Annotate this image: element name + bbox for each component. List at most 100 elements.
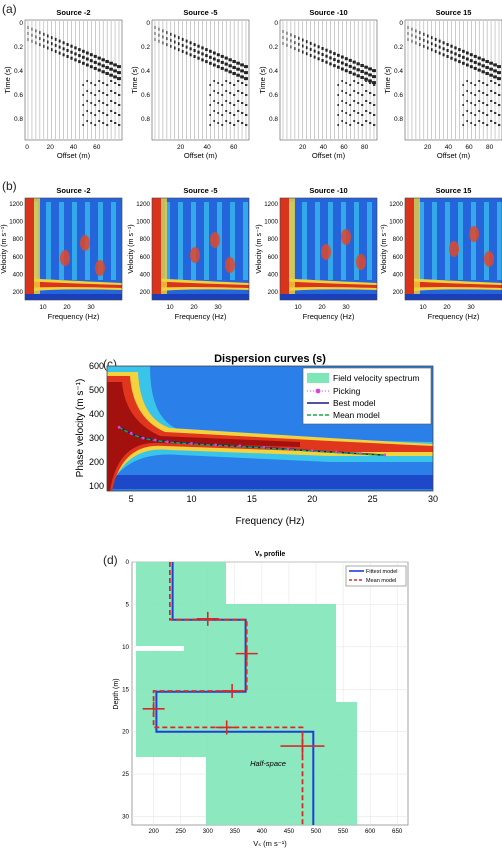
trace-wiggle-late bbox=[462, 84, 464, 86]
trace-wiggle bbox=[434, 43, 437, 47]
spectrum-ytick: 800 bbox=[140, 236, 151, 243]
trace-wiggle-late bbox=[341, 110, 344, 112]
spectrum-frame bbox=[279, 197, 378, 301]
trace-wiggle bbox=[282, 36, 284, 39]
trace-wiggle-late bbox=[474, 114, 477, 116]
trace-wiggle bbox=[368, 73, 372, 77]
picking-point bbox=[383, 453, 387, 457]
trace-wiggle bbox=[430, 36, 433, 40]
trace-wiggle bbox=[50, 36, 53, 40]
spectrum-frame bbox=[24, 197, 123, 301]
trace-wiggle bbox=[62, 41, 65, 45]
trace-wiggle-late bbox=[341, 80, 344, 82]
trace-wiggle-late bbox=[482, 102, 485, 104]
trace-wiggle bbox=[294, 35, 296, 39]
spectrum-hot-blob bbox=[449, 241, 459, 257]
trace-wiggle bbox=[329, 50, 332, 54]
trace-wiggle bbox=[411, 33, 413, 37]
trace-wiggle-late bbox=[470, 102, 473, 104]
trace-wiggle bbox=[352, 72, 356, 76]
trace-wiggle bbox=[309, 53, 312, 57]
trace-wiggle bbox=[477, 62, 481, 66]
trace-wiggle-late bbox=[361, 104, 364, 106]
trace-wiggle-late bbox=[118, 104, 121, 106]
seismogram-ytick: 0.6 bbox=[269, 92, 278, 99]
trace-wiggle bbox=[473, 60, 477, 64]
trace-wiggle bbox=[465, 51, 469, 55]
trace-wiggle bbox=[113, 69, 117, 73]
panel-c-band-low bbox=[107, 475, 433, 489]
trace-wiggle bbox=[154, 38, 156, 41]
trace-wiggle-late bbox=[365, 120, 368, 122]
spectrum-ylabel: Velocity (m s⁻¹) bbox=[0, 224, 8, 273]
spectrum-streak bbox=[72, 202, 77, 280]
spectrum-xtick: 30 bbox=[214, 304, 222, 311]
legend-picking-label: Picking bbox=[333, 386, 361, 396]
spectrum-hot-blob bbox=[341, 229, 351, 245]
seismogram-ylabel: Time (s) bbox=[258, 66, 267, 94]
trace-wiggle-late bbox=[498, 114, 501, 116]
trace-wiggle bbox=[158, 27, 160, 31]
trace-wiggle bbox=[446, 55, 449, 58]
trace-wiggle bbox=[74, 52, 77, 56]
trace-wiggle bbox=[462, 55, 465, 59]
picking-point bbox=[262, 445, 266, 449]
trace-wiggle bbox=[497, 71, 501, 75]
trace-wiggle bbox=[39, 37, 41, 41]
trace-wiggle bbox=[31, 27, 33, 31]
trace-wiggle-late bbox=[86, 90, 89, 92]
trace-wiggle bbox=[458, 54, 461, 58]
trace-wiggle bbox=[35, 35, 37, 39]
trace-wiggle bbox=[419, 31, 421, 35]
trace-wiggle bbox=[454, 58, 457, 62]
seismogram-xlabel: Offset (m) bbox=[312, 151, 346, 160]
trace-wiggle-late bbox=[114, 102, 117, 104]
spectrum-low-band bbox=[280, 294, 377, 300]
trace-wiggle-late bbox=[233, 94, 236, 96]
trace-wiggle bbox=[473, 66, 477, 70]
spectrum-ytick: 400 bbox=[140, 271, 151, 278]
trace-wiggle-late bbox=[241, 112, 244, 114]
trace-wiggle-late bbox=[118, 94, 121, 96]
seismogram-xlabel: Offset (m) bbox=[437, 151, 471, 160]
trace-wiggle bbox=[181, 49, 184, 53]
trace-wiggle bbox=[364, 71, 368, 75]
spectrum-ylabel: Velocity (m s⁻¹) bbox=[254, 224, 263, 273]
trace-wiggle bbox=[89, 65, 93, 69]
spectrum-hot-blob bbox=[321, 244, 331, 260]
trace-wiggle bbox=[43, 38, 45, 42]
legend-mean-model-label: Mean model bbox=[366, 578, 396, 584]
trace-wiggle bbox=[31, 33, 33, 37]
trace-wiggle-late bbox=[221, 94, 224, 96]
trace-wiggle bbox=[117, 77, 121, 81]
seismogram-xlabel: Offset (m) bbox=[57, 151, 91, 160]
trace-wiggle bbox=[415, 29, 417, 33]
trace-wiggle bbox=[216, 59, 220, 63]
trace-wiggle bbox=[228, 64, 232, 68]
trace-wiggle bbox=[305, 52, 308, 56]
spectrum-streak bbox=[230, 202, 235, 280]
spectrum-streak bbox=[178, 202, 183, 280]
trace-wiggle bbox=[372, 69, 376, 73]
trace-wiggle bbox=[282, 30, 284, 33]
trace-wiggle-late bbox=[213, 120, 216, 122]
trace-wiggle bbox=[27, 38, 29, 41]
trace-wiggle-late bbox=[110, 110, 113, 112]
spectrum-ytick: 600 bbox=[393, 254, 404, 261]
trace-wiggle-late bbox=[209, 104, 211, 106]
trace-wiggle-late bbox=[209, 84, 211, 86]
trace-wiggle bbox=[454, 46, 457, 50]
seismogram-ytick: 0.6 bbox=[14, 92, 23, 99]
trace-wiggle bbox=[177, 36, 180, 40]
trace-wiggle-late bbox=[237, 90, 240, 92]
trace-wiggle bbox=[193, 49, 196, 52]
trace-wiggle-late bbox=[365, 100, 368, 102]
trace-wiggle-late bbox=[498, 104, 501, 106]
panel-c-dispersion: Dispersion curves (s) 5 10 15 20 25 30 100 200 3… bbox=[75, 353, 438, 527]
panel-d-ytick: 15 bbox=[122, 686, 129, 693]
spectrum-streak bbox=[191, 202, 196, 280]
panel-c-axes: 5 10 15 20 25 30 100 200 300 400 500 600 bbox=[89, 361, 438, 504]
trace-wiggle bbox=[427, 34, 429, 38]
trace-wiggle bbox=[309, 41, 312, 45]
seismogram-ytick: 0.4 bbox=[14, 68, 23, 75]
